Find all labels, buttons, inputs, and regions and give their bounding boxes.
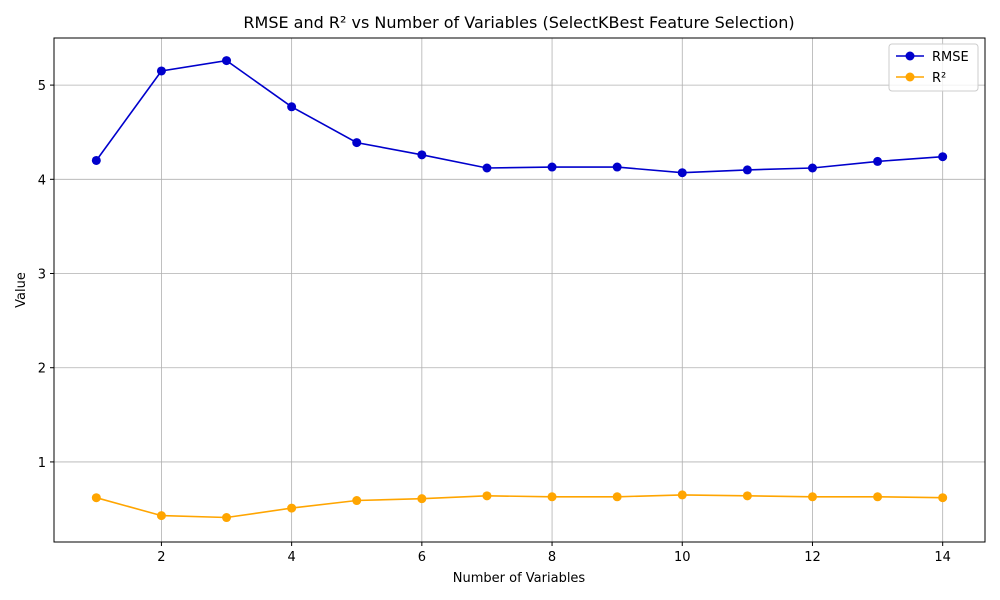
y-tick-label: 2	[38, 362, 46, 377]
legend-marker-r2	[905, 72, 915, 82]
data-point-r2	[612, 492, 622, 502]
series-line-r2	[96, 494, 943, 519]
y-axis-label: Value	[14, 272, 29, 308]
data-point-r2	[547, 492, 557, 502]
data-point-r2	[91, 493, 101, 503]
x-axis-label: Number of Variables	[453, 571, 586, 586]
data-point-r2	[938, 493, 948, 503]
grid	[54, 38, 985, 542]
legend-label-rmse: RMSE	[932, 50, 969, 65]
data-point-rmse	[807, 163, 817, 173]
data-point-rmse	[482, 163, 492, 173]
data-point-rmse	[287, 102, 297, 112]
data-point-r2	[287, 503, 297, 513]
data-point-rmse	[677, 168, 687, 178]
y-tick-label: 5	[38, 79, 46, 94]
data-point-rmse	[222, 56, 232, 66]
x-tick-label: 12	[804, 550, 821, 565]
data-point-rmse	[873, 156, 883, 166]
data-point-rmse	[156, 66, 166, 76]
chart-title: RMSE and R² vs Number of Variables (Sele…	[243, 13, 794, 32]
data-point-rmse	[742, 165, 752, 175]
data-point-rmse	[417, 150, 427, 160]
data-point-rmse	[612, 162, 622, 172]
y-tick-label: 4	[38, 173, 46, 188]
y-tick-label: 1	[38, 456, 46, 471]
data-point-rmse	[547, 162, 557, 172]
x-tick-label: 10	[674, 550, 691, 565]
legend-label-r2: R²	[932, 71, 946, 86]
series-line-rmse	[95, 59, 943, 174]
legend-marker-rmse	[905, 51, 915, 61]
data-point-r2	[352, 496, 362, 506]
data-point-r2	[156, 511, 166, 521]
series-layer	[91, 56, 948, 523]
data-point-r2	[742, 491, 752, 501]
data-point-r2	[677, 490, 687, 500]
data-point-rmse	[91, 155, 101, 165]
y-tick-label: 3	[38, 268, 46, 283]
x-tick-label: 4	[287, 550, 295, 565]
legend: RMSE R²	[888, 43, 979, 92]
x-tick-label: 14	[934, 550, 951, 565]
data-point-r2	[417, 494, 427, 504]
data-point-rmse	[352, 138, 362, 148]
x-tick-label: 8	[548, 550, 556, 565]
data-point-r2	[873, 492, 883, 502]
data-point-r2	[222, 513, 232, 523]
x-tick-label: 2	[157, 550, 165, 565]
x-tick-label: 6	[418, 550, 426, 565]
data-point-rmse	[938, 152, 948, 162]
plot-area-frame	[53, 37, 986, 543]
data-point-r2	[807, 492, 817, 502]
data-point-r2	[482, 491, 492, 501]
